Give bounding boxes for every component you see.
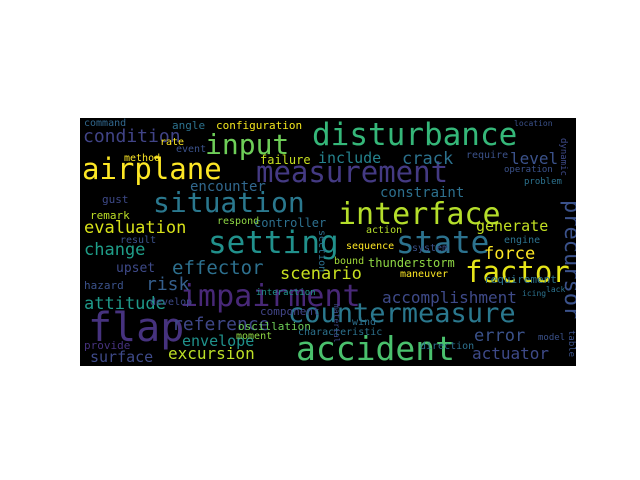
word-remark: remark (90, 209, 130, 222)
word-include: include (318, 149, 382, 167)
word-accident: accident (296, 329, 455, 366)
word-location: location (514, 119, 553, 128)
word-develop: develop (150, 297, 193, 308)
word-dynamic: dynamic (558, 138, 568, 176)
word-surface: surface (90, 348, 154, 366)
word-generate: generate (476, 217, 549, 235)
word-encounter: encounter (190, 179, 266, 195)
word-command: command (84, 118, 127, 129)
word-interface: interface (338, 197, 501, 232)
word-flap: flap (88, 305, 185, 351)
word-situation: situation (153, 186, 305, 219)
word-material: material (332, 304, 341, 343)
word-controller: controller (254, 216, 327, 230)
word-bound: bound (334, 256, 365, 267)
word-risk: risk (146, 274, 190, 295)
word-state: state (396, 225, 490, 261)
word-scenario: scenario (280, 264, 362, 284)
word-reference: reference (172, 314, 270, 335)
word-characteristic: characteristic (298, 327, 383, 338)
word-section: section (316, 230, 327, 273)
word-engine: engine (504, 235, 541, 246)
word-result: result (120, 235, 157, 246)
word-component: component (260, 305, 320, 318)
word-attitude: attitude (84, 294, 166, 314)
word-condition: condition (83, 126, 181, 147)
word-accomplishment: accomplishment (382, 288, 517, 307)
word-model: model (538, 333, 566, 343)
word-oscillation: oscillation (238, 320, 311, 333)
word-provide: provide (84, 339, 131, 352)
word-upset: upset (116, 261, 156, 276)
word-envelope: envelope (182, 332, 255, 350)
word-angle: angle (172, 119, 206, 132)
word-disturbance: disturbance (312, 118, 518, 153)
word-cloud: disturbance input condition airplane measure… (80, 118, 576, 366)
word-table: table (566, 330, 576, 358)
word-direction: direction (420, 341, 475, 352)
word-interaction: interaction (256, 288, 316, 298)
word-moment: moment (236, 331, 273, 342)
word-problem: problem (524, 177, 562, 187)
word-force: force (484, 244, 536, 264)
word-failure: failure (260, 153, 311, 167)
word-actuator: actuator (472, 344, 550, 363)
word-action: action (366, 225, 403, 236)
word-system: system (412, 243, 449, 254)
word-event: event (176, 144, 207, 155)
word-configuration: configuration (216, 119, 303, 132)
word-measurement: measurement (256, 155, 449, 189)
word-require: require (466, 150, 509, 161)
word-requirement: requirement (484, 273, 557, 286)
word-factor: factor (465, 255, 570, 289)
word-error: error (474, 326, 526, 346)
word-icing: icing (522, 289, 547, 298)
word-method: method (124, 153, 161, 164)
word-wind: wind (352, 317, 377, 328)
word-effector: effector (172, 257, 264, 279)
word-maneuver: maneuver (400, 269, 449, 280)
word-precursor: precursor (559, 200, 576, 320)
word-constraint: constraint (380, 185, 465, 201)
word-level: level (510, 149, 559, 168)
word-airplane: airplane (82, 152, 222, 186)
word-lack: lack (546, 285, 566, 294)
word-respond: respond (217, 216, 260, 227)
word-crack: crack (402, 149, 454, 169)
word-input: input (205, 128, 290, 161)
word-excursion: excursion (168, 344, 255, 363)
word-sequence: sequence (346, 241, 395, 252)
word-countermeasure: countermeasure (288, 298, 516, 329)
word-evaluation: evaluation (84, 218, 187, 238)
word-gust: gust (102, 193, 129, 206)
word-change: change (84, 240, 146, 260)
word-rate: rate (160, 137, 185, 148)
word-setting: setting (208, 225, 339, 261)
word-thunderstorm: thunderstorm (368, 256, 455, 270)
word-impairment: impairment (180, 279, 361, 314)
word-hazard: hazard (84, 279, 124, 292)
word-operation: operation (504, 165, 553, 175)
